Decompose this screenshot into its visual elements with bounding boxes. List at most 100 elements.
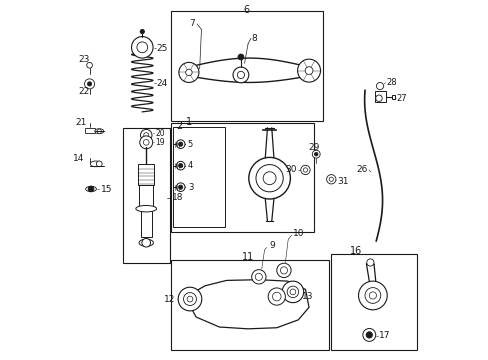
Circle shape bbox=[312, 150, 320, 158]
Circle shape bbox=[178, 185, 183, 189]
Circle shape bbox=[289, 289, 295, 295]
Circle shape bbox=[137, 42, 147, 53]
Text: 22: 22 bbox=[78, 86, 89, 95]
Circle shape bbox=[178, 287, 202, 311]
Circle shape bbox=[187, 296, 192, 302]
Bar bbox=[139, 185, 153, 209]
Text: 27: 27 bbox=[396, 94, 407, 103]
Circle shape bbox=[364, 288, 380, 303]
Bar bbox=[330, 253, 416, 350]
Circle shape bbox=[176, 140, 184, 148]
Circle shape bbox=[276, 263, 290, 278]
Text: 12: 12 bbox=[164, 294, 175, 303]
Circle shape bbox=[140, 30, 144, 34]
Bar bbox=[391, 95, 394, 99]
Ellipse shape bbox=[136, 206, 156, 212]
Circle shape bbox=[142, 238, 150, 247]
Circle shape bbox=[86, 62, 92, 68]
Circle shape bbox=[131, 37, 153, 58]
Circle shape bbox=[267, 288, 285, 305]
Circle shape bbox=[140, 136, 152, 149]
Text: 5: 5 bbox=[187, 140, 193, 149]
Circle shape bbox=[176, 183, 184, 192]
Circle shape bbox=[248, 157, 290, 199]
Circle shape bbox=[183, 293, 196, 306]
Circle shape bbox=[314, 152, 317, 156]
Text: 18: 18 bbox=[172, 193, 183, 202]
Circle shape bbox=[140, 130, 152, 141]
Text: 2: 2 bbox=[176, 121, 182, 131]
Circle shape bbox=[178, 163, 183, 168]
Text: 8: 8 bbox=[251, 34, 257, 43]
Text: 13: 13 bbox=[301, 292, 313, 301]
Polygon shape bbox=[188, 280, 308, 329]
Text: 21: 21 bbox=[75, 118, 86, 127]
Text: 24: 24 bbox=[156, 79, 167, 88]
Ellipse shape bbox=[85, 186, 96, 192]
Text: 10: 10 bbox=[292, 229, 304, 238]
Circle shape bbox=[297, 59, 320, 82]
Bar bbox=[171, 12, 323, 121]
Text: 7: 7 bbox=[189, 19, 195, 28]
Text: 14: 14 bbox=[73, 154, 84, 163]
Text: 31: 31 bbox=[336, 177, 348, 186]
Circle shape bbox=[303, 168, 307, 172]
Text: 29: 29 bbox=[307, 143, 319, 152]
Circle shape bbox=[176, 161, 184, 170]
Ellipse shape bbox=[90, 161, 101, 167]
Circle shape bbox=[143, 139, 149, 145]
Circle shape bbox=[305, 67, 312, 75]
Circle shape bbox=[179, 62, 199, 82]
Circle shape bbox=[362, 328, 375, 341]
Circle shape bbox=[237, 71, 244, 78]
Circle shape bbox=[375, 95, 382, 102]
Circle shape bbox=[326, 175, 335, 184]
Text: 4: 4 bbox=[187, 161, 193, 170]
Bar bbox=[122, 128, 169, 263]
Text: 23: 23 bbox=[78, 55, 89, 64]
Circle shape bbox=[286, 286, 298, 298]
Bar bbox=[171, 260, 328, 350]
Circle shape bbox=[300, 165, 309, 175]
Circle shape bbox=[185, 69, 192, 76]
Circle shape bbox=[255, 165, 283, 192]
Text: 15: 15 bbox=[101, 185, 112, 194]
Bar bbox=[171, 123, 314, 232]
Circle shape bbox=[280, 267, 287, 274]
Text: 6: 6 bbox=[243, 5, 249, 15]
Circle shape bbox=[87, 82, 92, 86]
Bar bbox=[138, 164, 154, 185]
Text: 26: 26 bbox=[356, 165, 367, 174]
Circle shape bbox=[97, 129, 101, 134]
Text: 20: 20 bbox=[155, 129, 165, 138]
Text: 30: 30 bbox=[285, 166, 296, 175]
Circle shape bbox=[358, 281, 386, 310]
Bar bbox=[140, 209, 152, 237]
Circle shape bbox=[96, 161, 102, 167]
Text: 9: 9 bbox=[268, 242, 274, 251]
Circle shape bbox=[233, 67, 248, 83]
Text: 1: 1 bbox=[186, 117, 192, 127]
Text: 25: 25 bbox=[156, 44, 168, 53]
Text: 28: 28 bbox=[386, 78, 396, 87]
Circle shape bbox=[366, 259, 373, 266]
Ellipse shape bbox=[95, 129, 103, 134]
Circle shape bbox=[272, 292, 281, 301]
Circle shape bbox=[84, 79, 94, 89]
Text: 17: 17 bbox=[379, 332, 390, 341]
Circle shape bbox=[88, 186, 94, 192]
Circle shape bbox=[143, 133, 148, 138]
Text: 16: 16 bbox=[349, 246, 361, 256]
Circle shape bbox=[255, 273, 262, 280]
Bar bbox=[85, 128, 94, 134]
Circle shape bbox=[366, 332, 372, 338]
Text: 19: 19 bbox=[155, 138, 165, 147]
Text: 11: 11 bbox=[242, 252, 254, 262]
Circle shape bbox=[328, 177, 333, 181]
Circle shape bbox=[263, 172, 276, 185]
Circle shape bbox=[238, 54, 244, 60]
Circle shape bbox=[376, 82, 383, 90]
Bar bbox=[375, 91, 386, 102]
Bar bbox=[172, 127, 224, 227]
Circle shape bbox=[282, 281, 303, 303]
